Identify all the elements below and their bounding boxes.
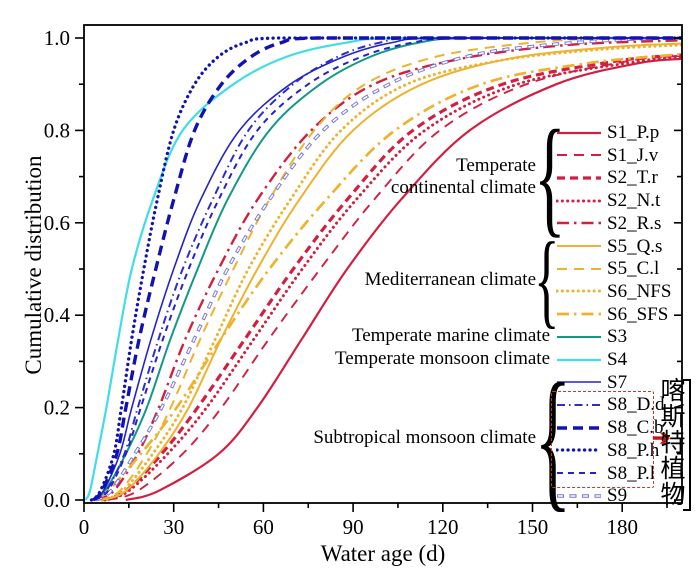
- karst-dashed-box: [551, 391, 654, 489]
- legend-item-label: S8_P.h: [607, 439, 660, 461]
- curve-S5_Q.s: [101, 42, 682, 501]
- x-tick-label: 60: [253, 515, 274, 539]
- legend-item-S8_P.l: S8_P.l: [556, 463, 655, 484]
- legend-swatch-S1_J.v: [557, 154, 601, 157]
- legend-item-S2_N.t: S2_N.t: [556, 190, 660, 211]
- x-tick-label: 150: [517, 515, 549, 539]
- legend-swatch-S6_SFS: [557, 312, 601, 316]
- curve-S3: [92, 37, 682, 501]
- y-tick-label: 0.6: [44, 211, 70, 235]
- legend-item-S6_SFS: S6_SFS: [556, 304, 668, 325]
- legend-item-label: S1_P.p: [607, 122, 660, 143]
- legend-group-label: Temperate continental climate: [390, 155, 536, 199]
- curve-S8_D.d: [93, 36, 682, 501]
- axes-frame: [83, 24, 683, 504]
- legend-item-S8_C.b: S8_C.b: [556, 417, 664, 438]
- y-tick-label: 0.0: [44, 488, 70, 512]
- legend-item-label: S6_SFS: [607, 303, 669, 325]
- legend-item-S2_R.s: S2_R.s: [556, 213, 661, 234]
- legend-item-S3: S3: [556, 326, 627, 347]
- curves: [84, 36, 682, 502]
- legend-group-label: Temperate monsoon climate: [335, 348, 550, 369]
- y-tick-label: 1.0: [44, 26, 70, 50]
- legend-swatch-S8_P.h: [556, 448, 602, 452]
- legend-swatch-S9: [557, 493, 601, 498]
- karst-plants-text: 喀斯特植物: [657, 377, 684, 507]
- legend-item-S7: S7: [556, 372, 627, 393]
- axis-ticks: [75, 37, 682, 512]
- curve-S6_NFS: [100, 43, 682, 502]
- legend-item-S8_P.h: S8_P.h: [556, 440, 659, 461]
- legend-item-label: S3: [607, 326, 628, 348]
- legend-swatch-S5_Q.s: [557, 245, 601, 247]
- y-axis-title: Cumulative distribution: [21, 155, 46, 375]
- karst-right-bracket: [683, 379, 691, 511]
- legend-item-label: S8_P.l: [607, 462, 656, 484]
- legend-item-label: S4: [607, 349, 628, 370]
- legend-item-label: S2_T.r: [607, 167, 658, 189]
- x-axis-title: Water age (d): [320, 541, 446, 566]
- legend-group-label: Temperate marine climate: [351, 325, 550, 347]
- y-tick-label: 0.4: [44, 303, 71, 327]
- tick-labels: 0 30 60 90 120 150 180 0.0 0.2 0.4 0.6 0.8 1.0: [44, 26, 638, 539]
- legend-group-label: Subtropical monsoon climate: [313, 427, 536, 449]
- y-tick-label: 0.8: [44, 118, 70, 142]
- legend-item-S4: S4: [556, 349, 627, 370]
- legend-item-label: S9: [607, 485, 628, 507]
- legend-item-S6_NFS: S6_NFS: [556, 281, 671, 302]
- legend-item-label: S1_J.v: [607, 144, 659, 166]
- legend-swatch-S2_R.s: [557, 222, 601, 225]
- legend-swatch-S2_T.r: [557, 176, 601, 180]
- legend-item-label: S8_C.b: [607, 417, 664, 439]
- curve-S6_SFS: [92, 52, 682, 502]
- karst-arrow-icon: ➔: [652, 424, 671, 450]
- legend-swatch-S3: [557, 335, 601, 338]
- legend-swatch-S8_P.l: [557, 472, 601, 474]
- x-tick-label: 180: [606, 515, 638, 539]
- curve-S9: [95, 36, 682, 502]
- legend-item-S5_C.l: S5_C.l: [556, 258, 659, 279]
- legend-item-S2_T.r: S2_T.r: [556, 167, 658, 188]
- curve-S2_N.t: [103, 55, 682, 502]
- legend-swatch-S8_D.d: [557, 403, 601, 406]
- x-tick-label: 120: [427, 515, 459, 539]
- legend-swatch-S1_P.p: [557, 131, 601, 134]
- x-tick-label: 30: [163, 515, 184, 539]
- legend-item-label: S2_N.t: [607, 190, 661, 212]
- x-tick-label: 90: [343, 515, 364, 539]
- x-tick-label: 0: [79, 515, 90, 539]
- legend-item-label: S6_NFS: [607, 280, 672, 302]
- curve-S2_R.s: [95, 39, 682, 502]
- legend-swatch-S6_NFS: [556, 289, 602, 293]
- legend-item-label: S2_R.s: [607, 212, 662, 234]
- legend-item-label: S5_C.l: [607, 258, 660, 280]
- legend-item-S9: S9: [556, 485, 627, 506]
- curve-S1_J.v: [107, 54, 682, 501]
- legend-item-label: S5_Q.s: [607, 235, 663, 257]
- legend-item-S1_J.v: S1_J.v: [556, 145, 658, 166]
- legend-group-label: Mediterranean climate: [364, 268, 536, 290]
- legend-swatch-S2_N.t: [556, 199, 602, 203]
- legend-item-label: S7: [607, 371, 628, 393]
- curve-S5_C.l: [98, 37, 682, 501]
- legend-swatch-S4: [557, 358, 601, 361]
- legend-item-S5_Q.s: S5_Q.s: [556, 236, 662, 257]
- curve-S8_P.h: [89, 36, 682, 502]
- legend-swatch-S8_C.b: [557, 425, 601, 430]
- y-tick-label: 0.2: [44, 396, 70, 420]
- curve-S2_T.r: [101, 53, 682, 502]
- legend-swatch-S7: [557, 381, 601, 383]
- legend-item-label: S8_D.d: [607, 394, 665, 416]
- legend-item-S8_D.d: S8_D.d: [556, 394, 665, 415]
- legend-item-S1_P.p: S1_P.p: [556, 122, 659, 143]
- legend-swatch-S5_C.l: [557, 267, 601, 270]
- curve-S1_P.p: [125, 57, 682, 502]
